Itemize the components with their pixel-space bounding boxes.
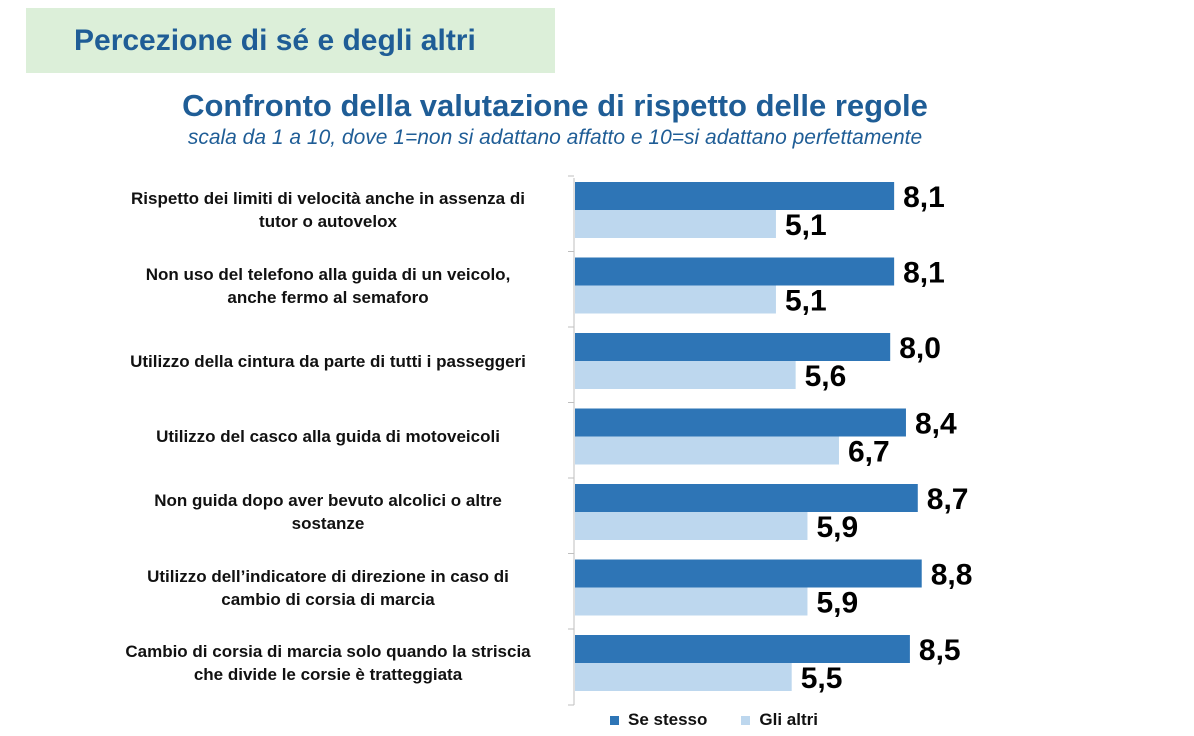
chart-title: Confronto della valutazione di rispetto … <box>182 88 928 123</box>
legend-item-se-stesso: Se stesso <box>610 710 707 730</box>
value-label-se-stesso-1: 8,1 <box>903 181 945 214</box>
category-label-line: sostanze <box>291 514 365 533</box>
category-label-line: Rispetto dei limiti di velocità anche in… <box>131 189 525 208</box>
bar-gli-altri-6 <box>575 587 808 616</box>
value-label-gli-altri-1: 5,1 <box>785 209 827 242</box>
value-label-se-stesso-7: 8,5 <box>919 634 961 667</box>
value-label-gli-altri-2: 5,1 <box>785 285 827 318</box>
bar-se-stesso-5 <box>575 484 918 512</box>
category-label-3: Utilizzo della cintura da parte di tutti… <box>98 350 558 373</box>
category-label-line: che divide le corsie è tratteggiata <box>193 665 463 684</box>
category-label-line: anche fermo al semaforo <box>227 287 429 307</box>
value-label-gli-altri-3: 5,6 <box>805 360 847 393</box>
value-label-gli-altri-6: 5,9 <box>816 587 858 620</box>
bar-se-stesso-2 <box>575 257 895 286</box>
bar-gli-altri-7 <box>575 663 792 691</box>
value-label-se-stesso-5: 8,7 <box>927 483 969 516</box>
value-label-gli-altri-7: 5,5 <box>801 662 843 695</box>
bar-gli-altri-3 <box>575 361 796 389</box>
bar-gli-altri-4 <box>575 436 839 465</box>
bar-gli-altri-5 <box>575 512 808 540</box>
chart-legend: Se stesso Gli altri <box>610 710 852 730</box>
category-label-line: tutor o autovelox <box>259 212 397 231</box>
category-label-line: Non uso del telefono alla guida di un ve… <box>145 264 511 284</box>
value-label-gli-altri-5: 5,9 <box>816 511 858 544</box>
category-label-2: Non uso del telefono alla guida di un ve… <box>98 263 558 309</box>
bar-gli-altri-1 <box>575 210 776 238</box>
value-label-se-stesso-2: 8,1 <box>903 257 945 290</box>
category-label-line: Cambio di corsia di marcia solo quando l… <box>125 642 531 661</box>
category-label-line: cambio di corsia di marcia <box>221 589 435 609</box>
category-label-4: Utilizzo del casco alla guida di motovei… <box>98 425 558 448</box>
category-label-line: Non guida dopo aver bevuto alcolici o al… <box>154 491 502 510</box>
category-label-line: Utilizzo della cintura da parte di tutti… <box>130 351 526 371</box>
legend-label-gli-altri: Gli altri <box>759 710 818 729</box>
category-label-7: Cambio di corsia di marcia solo quando l… <box>98 640 558 686</box>
legend-swatch-gli-altri <box>741 715 751 725</box>
section-header: Percezione di sé e degli altri <box>26 8 555 73</box>
bar-se-stesso-3 <box>575 333 891 361</box>
legend-swatch-se-stesso <box>610 715 619 725</box>
category-label-line: Utilizzo dell’indicatore di direzione in… <box>147 566 509 586</box>
value-label-se-stesso-4: 8,4 <box>915 408 957 441</box>
category-label-6: Utilizzo dell’indicatore di direzione in… <box>98 565 558 611</box>
value-label-se-stesso-3: 8,0 <box>899 332 941 365</box>
value-label-gli-altri-4: 6,7 <box>848 436 890 469</box>
bar-gli-altri-2 <box>575 285 776 314</box>
bar-se-stesso-6 <box>575 559 922 588</box>
category-label-line: Utilizzo del casco alla guida di motovei… <box>156 427 500 446</box>
legend-item-gli-altri: Gli altri <box>741 710 818 730</box>
chart-subtitle: scala da 1 a 10, dove 1=non si adattano … <box>187 126 923 149</box>
value-label-se-stesso-6: 8,8 <box>931 559 973 592</box>
legend-label-se-stesso: Se stesso <box>628 710 708 729</box>
bar-se-stesso-7 <box>575 635 910 663</box>
bar-se-stesso-4 <box>575 408 906 437</box>
category-label-1: Rispetto dei limiti di velocità anche in… <box>98 187 558 233</box>
section-title: Percezione di sé e degli altri <box>74 23 476 57</box>
category-label-5: Non guida dopo aver bevuto alcolici o al… <box>98 489 558 535</box>
bar-se-stesso-1 <box>575 182 895 210</box>
